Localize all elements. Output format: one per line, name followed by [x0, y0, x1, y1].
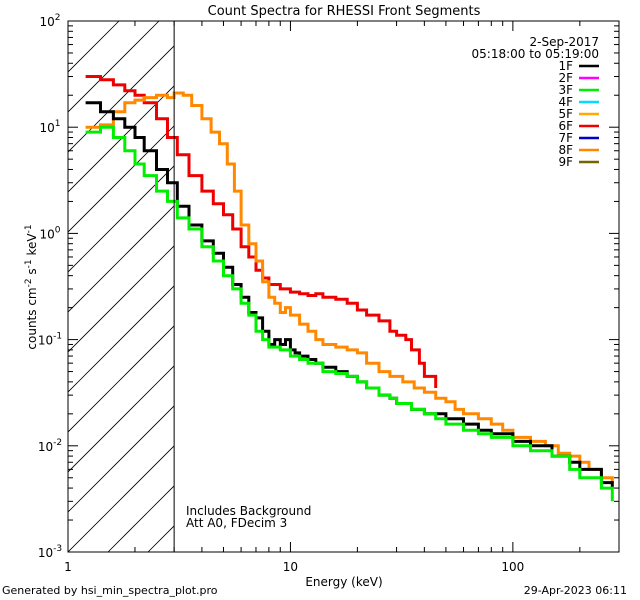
y-tick-label: 102	[39, 13, 60, 29]
series-1F	[85, 101, 614, 489]
timestamp: 29-Apr-2023 06:11	[524, 584, 627, 597]
legend-label-1F: 1F	[558, 59, 573, 73]
hatch-line	[308, 21, 640, 552]
hatch-line	[268, 21, 640, 552]
chart-title: Count Spectra for RHESSI Front Segments	[208, 4, 481, 19]
hatch-line	[68, 21, 160, 113]
hatch-line	[68, 245, 175, 353]
hatch-line	[628, 21, 640, 552]
hatch-line	[228, 21, 640, 552]
x-tick-label: 10	[283, 560, 298, 574]
legend-label-3F: 3F	[558, 83, 573, 97]
x-tick-label: 100	[501, 560, 524, 574]
y-label-part: s	[25, 268, 39, 278]
hatch-line	[348, 21, 640, 552]
hatch-line	[68, 21, 120, 73]
hatch-line	[68, 45, 175, 153]
hatch-region	[68, 21, 640, 552]
plot-frame	[67, 20, 620, 553]
legend-label-2F: 2F	[558, 71, 573, 85]
legend-label-9F: 9F	[558, 155, 573, 169]
hatch-line	[68, 85, 175, 193]
legend-label-7F: 7F	[558, 131, 573, 145]
series-group	[85, 75, 614, 502]
y-label-sup: -2	[24, 278, 34, 287]
y-tick-label: 10-3	[38, 544, 62, 560]
hatch-line	[68, 445, 175, 552]
y-label-sup: -1	[24, 259, 34, 268]
hatch-line	[508, 21, 640, 552]
annotation-background: Includes Background	[186, 504, 311, 518]
date-label: 2-Sep-2017	[530, 35, 599, 49]
y-label-sup: -1	[24, 224, 34, 233]
x-axis-label: Energy (keV)	[305, 575, 382, 589]
y-label-part: keV	[25, 233, 39, 260]
hatch-line	[68, 205, 175, 313]
hatch-line	[68, 405, 175, 513]
legend-label-5F: 5F	[558, 107, 573, 121]
legend-label-8F: 8F	[558, 143, 573, 157]
hatch-line	[468, 21, 640, 552]
generated-by: Generated by hsi_min_spectra_plot.pro	[2, 584, 218, 597]
series-6F	[85, 75, 438, 388]
y-tick-label: 100	[39, 225, 60, 241]
y-axis-label: counts cm-2 s-1 keV-1	[24, 224, 39, 349]
hatch-line	[588, 21, 640, 552]
hatch-line	[68, 325, 175, 433]
y-label-part: counts cm	[25, 287, 39, 349]
hatch-line	[68, 285, 175, 393]
legend-label-4F: 4F	[558, 95, 573, 109]
time-range-label: 05:18:00 to 05:19:00	[472, 47, 599, 61]
legend-label-6F: 6F	[558, 119, 573, 133]
y-axis: 10-3 10-2 10-1 100 101 102	[38, 13, 619, 560]
hatch-line	[428, 21, 640, 552]
y-tick-label: 10-2	[38, 438, 62, 454]
hatch-line	[68, 365, 175, 473]
x-axis: 1 10 100	[64, 21, 620, 574]
y-tick-label: 10-1	[38, 332, 62, 348]
annotation-attenuator: Att A0, FDecim 3	[186, 516, 287, 530]
series-8F	[85, 91, 614, 483]
y-tick-label: 101	[39, 119, 60, 135]
x-tick-label: 1	[64, 560, 72, 574]
